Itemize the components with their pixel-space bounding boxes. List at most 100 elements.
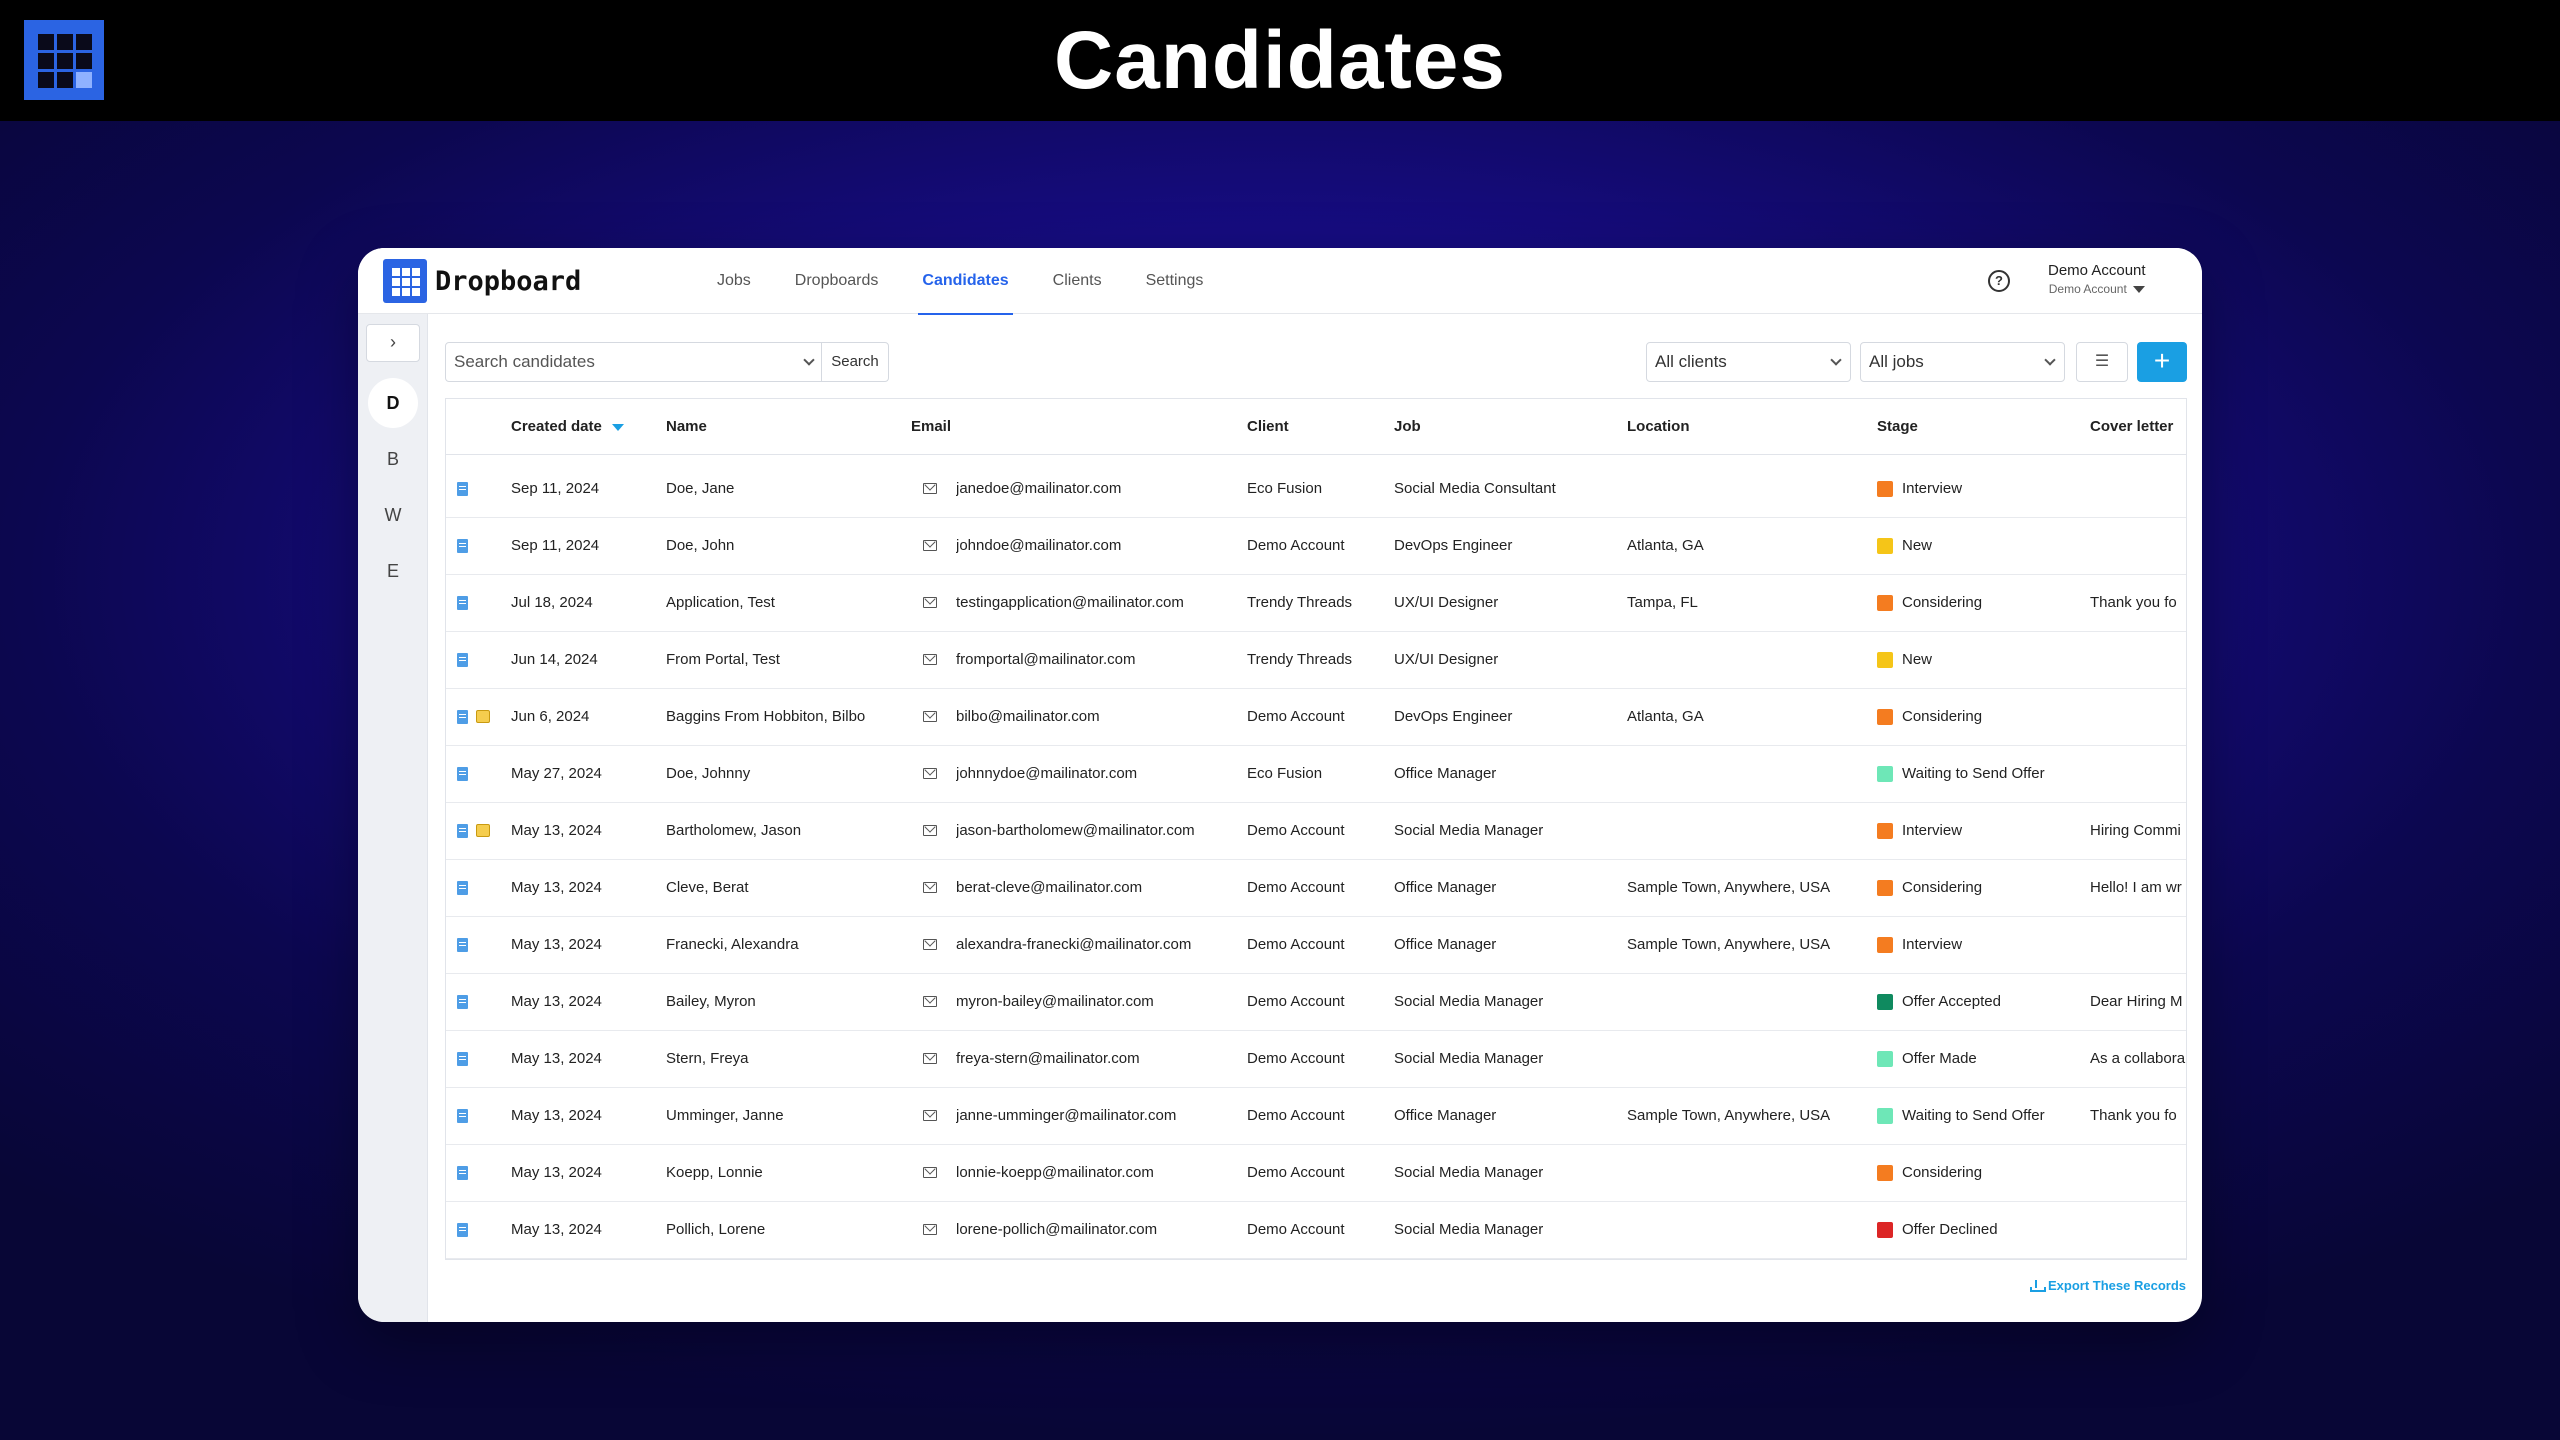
cell-stage[interactable]: Offer Made: [1877, 1031, 2082, 1087]
mail-icon[interactable]: [923, 1224, 937, 1235]
table-row[interactable]: May 13, 2024 Bartholomew, Jason jason-bart…: [446, 803, 2186, 860]
table-row[interactable]: Jun 6, 2024 Baggins From Hobbiton, Bilbo b…: [446, 689, 2186, 746]
table-row[interactable]: Sep 11, 2024 Doe, Jane janedoe@mailinator.…: [446, 461, 2186, 518]
mail-icon[interactable]: [923, 711, 937, 722]
column-location[interactable]: Location: [1627, 418, 1690, 435]
cell-stage[interactable]: Considering: [1877, 575, 2082, 631]
resume-document-icon[interactable]: [457, 1166, 468, 1180]
cell-stage[interactable]: Considering: [1877, 689, 2082, 745]
cell-stage[interactable]: Offer Accepted: [1877, 974, 2082, 1030]
resume-document-icon[interactable]: [457, 653, 468, 667]
cell-email[interactable]: jason-bartholomew@mailinator.com: [956, 822, 1195, 839]
column-email[interactable]: Email: [911, 418, 952, 435]
cell-email[interactable]: freya-stern@mailinator.com: [956, 1050, 1140, 1067]
search-button[interactable]: Search: [821, 342, 889, 382]
resume-document-icon[interactable]: [457, 710, 468, 724]
resume-document-icon[interactable]: [457, 767, 468, 781]
table-row[interactable]: May 13, 2024 Koepp, Lonnie lonnie-koepp@ma…: [446, 1145, 2186, 1202]
cell-email[interactable]: alexandra-franecki@mailinator.com: [956, 936, 1192, 953]
tab-candidates[interactable]: Candidates: [918, 248, 1013, 315]
mail-icon[interactable]: [923, 597, 937, 608]
mail-icon[interactable]: [923, 540, 937, 551]
brand[interactable]: Dropboard: [383, 259, 581, 303]
resume-document-icon[interactable]: [457, 995, 468, 1009]
mail-icon[interactable]: [923, 939, 937, 950]
table-row[interactable]: May 13, 2024 Umminger, Janne janne-umminge…: [446, 1088, 2186, 1145]
cell-stage[interactable]: Interview: [1877, 461, 2082, 517]
cell-email[interactable]: lonnie-koepp@mailinator.com: [956, 1164, 1154, 1181]
resume-document-icon[interactable]: [457, 1052, 468, 1066]
mail-icon[interactable]: [923, 654, 937, 665]
resume-document-icon[interactable]: [457, 938, 468, 952]
resume-document-icon[interactable]: [457, 596, 468, 610]
cell-email[interactable]: janne-umminger@mailinator.com: [956, 1107, 1177, 1124]
export-records-link[interactable]: Export These Records: [2030, 1278, 2186, 1293]
cell-name[interactable]: Bartholomew, Jason: [666, 822, 802, 839]
note-icon[interactable]: [476, 824, 490, 837]
resume-document-icon[interactable]: [457, 482, 468, 496]
cell-name[interactable]: Koepp, Lonnie: [666, 1164, 763, 1181]
cell-stage[interactable]: New: [1877, 632, 2082, 688]
cell-name[interactable]: Stern, Freya: [666, 1050, 749, 1067]
cell-email[interactable]: janedoe@mailinator.com: [956, 480, 1122, 497]
table-row[interactable]: May 27, 2024 Doe, Johnny johnnydoe@mailina…: [446, 746, 2186, 803]
cell-stage[interactable]: Considering: [1877, 1145, 2082, 1201]
mail-icon[interactable]: [923, 996, 937, 1007]
mail-icon[interactable]: [923, 768, 937, 779]
cell-email[interactable]: johnnydoe@mailinator.com: [956, 765, 1138, 782]
column-client[interactable]: Client: [1247, 418, 1289, 435]
cell-name[interactable]: Doe, John: [666, 537, 735, 554]
tab-jobs[interactable]: Jobs: [717, 272, 751, 289]
cell-name[interactable]: Doe, Johnny: [666, 765, 751, 782]
cell-stage[interactable]: Waiting to Send Offer: [1877, 1088, 2082, 1144]
mail-icon[interactable]: [923, 1053, 937, 1064]
cell-name[interactable]: Application, Test: [666, 594, 775, 611]
cell-name[interactable]: Bailey, Myron: [666, 993, 756, 1010]
clients-filter-select[interactable]: All clients: [1646, 342, 1851, 382]
table-row[interactable]: May 13, 2024 Bailey, Myron myron-bailey@ma…: [446, 974, 2186, 1031]
resume-document-icon[interactable]: [457, 539, 468, 553]
cell-name[interactable]: From Portal, Test: [666, 651, 780, 668]
cell-email[interactable]: testingapplication@mailinator.com: [956, 594, 1184, 611]
mail-icon[interactable]: [923, 825, 937, 836]
cell-email[interactable]: myron-bailey@mailinator.com: [956, 993, 1154, 1010]
tab-dropboards[interactable]: Dropboards: [794, 272, 879, 289]
sidebar-item-d[interactable]: D: [368, 378, 418, 428]
table-row[interactable]: May 13, 2024 Pollich, Lorene lorene-pollic…: [446, 1202, 2186, 1259]
cell-email[interactable]: bilbo@mailinator.com: [956, 708, 1100, 725]
resume-document-icon[interactable]: [457, 881, 468, 895]
help-icon[interactable]: ?: [1988, 270, 2010, 292]
cell-name[interactable]: Cleve, Berat: [666, 879, 749, 896]
cell-stage[interactable]: Considering: [1877, 860, 2082, 916]
mail-icon[interactable]: [923, 1167, 937, 1178]
column-cover-letter[interactable]: Cover letter: [2090, 418, 2174, 435]
sidebar-expand-button[interactable]: ›: [366, 324, 420, 362]
resume-document-icon[interactable]: [457, 824, 468, 838]
cell-email[interactable]: fromportal@mailinator.com: [956, 651, 1136, 668]
sidebar-item-e[interactable]: E: [386, 561, 399, 581]
cell-name[interactable]: Pollich, Lorene: [666, 1221, 766, 1238]
sidebar-item-b[interactable]: B: [386, 449, 399, 469]
table-row[interactable]: Sep 11, 2024 Doe, John johndoe@mailinator.…: [446, 518, 2186, 575]
cell-stage[interactable]: Interview: [1877, 917, 2082, 973]
cell-stage[interactable]: Offer Declined: [1877, 1202, 2082, 1258]
cell-email[interactable]: lorene-pollich@mailinator.com: [956, 1221, 1158, 1238]
table-row[interactable]: Jun 14, 2024 From Portal, Test fromportal@…: [446, 632, 2186, 689]
cell-stage[interactable]: New: [1877, 518, 2082, 574]
add-candidate-button[interactable]: +: [2137, 342, 2187, 382]
column-stage[interactable]: Stage: [1877, 418, 1918, 435]
table-row[interactable]: May 13, 2024 Cleve, Berat berat-cleve@mail…: [446, 860, 2186, 917]
column-name[interactable]: Name: [666, 418, 707, 435]
cell-email[interactable]: johndoe@mailinator.com: [956, 537, 1122, 554]
cell-stage[interactable]: Interview: [1877, 803, 2082, 859]
account-menu[interactable]: Demo Account Demo Account: [2048, 262, 2146, 296]
cell-stage[interactable]: Waiting to Send Offer: [1877, 746, 2082, 802]
search-input[interactable]: Search candidates: [445, 342, 822, 382]
jobs-filter-select[interactable]: All jobs: [1860, 342, 2065, 382]
table-row[interactable]: Jul 18, 2024 Application, Test testingappl…: [446, 575, 2186, 632]
column-job[interactable]: Job: [1394, 418, 1421, 435]
mail-icon[interactable]: [923, 483, 937, 494]
cell-email[interactable]: berat-cleve@mailinator.com: [956, 879, 1143, 896]
cell-name[interactable]: Franecki, Alexandra: [666, 936, 799, 953]
cell-name[interactable]: Baggins From Hobbiton, Bilbo: [666, 708, 866, 725]
